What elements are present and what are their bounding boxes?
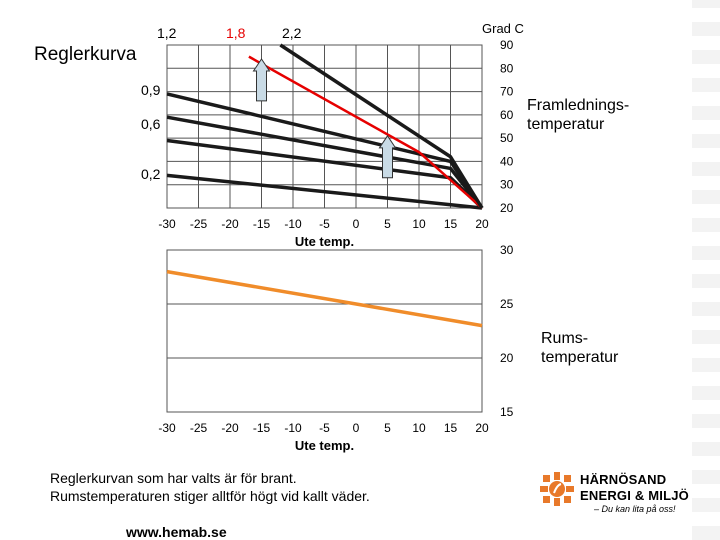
curve-label-1-2: 1,2 [157,25,177,41]
supply-temp-chart: 20 30 40 50 60 70 80 90 -30 -25 -20 -15 -10 -5 0 5 10 15 2… [158,38,513,249]
unit-label: Grad C [482,21,524,36]
y-tick-label: 15 [500,405,514,419]
x-tick-label: -25 [190,217,208,231]
x-tick-label: -30 [158,421,176,435]
up-arrow-icon [378,134,397,179]
curve-label-0-6: 0,6 [141,116,161,132]
x-tick-label: 0 [353,421,360,435]
heat-curve-0-2 [166,173,483,210]
x-tick-label: -5 [319,421,330,435]
y-tick-label: 50 [500,131,514,145]
y-tick-label: 80 [500,61,514,75]
x-tick-label: 20 [475,421,489,435]
x-tick-label: -10 [284,421,302,435]
y-tick-label: 30 [500,178,514,192]
y-tick-label: 40 [500,154,514,168]
x-tick-label: 10 [412,217,426,231]
x-tick-label: 20 [475,217,489,231]
y-tick-label: 90 [500,38,514,52]
x-tick-label: -25 [190,421,208,435]
x-axis-label: Ute temp. [295,438,354,453]
x-tick-label: 5 [384,217,391,231]
x-tick-label: 10 [412,421,426,435]
x-axis-label: Ute temp. [295,234,354,249]
logo-line-1: HÄRNÖSAND [580,472,667,487]
note-line-1: Reglerkurvan som har valts är för brant. [50,470,297,486]
slide-title: Reglerkurva [34,44,137,65]
room-temp-label: Rums- temperatur [541,330,619,366]
curve-label-2-2: 2,2 [282,25,302,41]
y-tick-label: 60 [500,108,514,122]
x-tick-label: 15 [444,217,458,231]
slide-edge-decoration [692,0,720,540]
x-tick-label: 5 [384,421,391,435]
room-temp-chart: 15 20 25 30 -30 -25 -20 -15 -10 -5 0 5 10 15 20 Ute tem… [158,243,513,453]
y-tick-label: 20 [500,201,514,215]
plot-area [166,249,483,413]
x-tick-label: -10 [284,217,302,231]
x-tick-label: 15 [444,421,458,435]
heat-curve-2-2 [279,43,484,209]
website-link[interactable]: www.hemab.se [126,524,227,540]
heat-curve-1-8 [248,55,483,209]
up-arrow-icon [252,58,271,102]
x-tick-label: -5 [319,217,330,231]
company-logo: HÄRNÖSAND ENERGI & MILJÖ – Du kan lita p… [540,470,710,518]
y-tick-label: 25 [500,297,514,311]
y-tick-label: 70 [500,85,514,99]
note-line-2: Rumstemperaturen stiger alltför högt vid… [50,488,370,504]
x-tick-label: -15 [253,217,271,231]
y-tick-label: 30 [500,243,514,257]
x-tick-label: -20 [221,217,239,231]
room-temp-line [166,269,483,328]
curve-label-0-9: 0,9 [141,82,161,98]
y-tick-label: 20 [500,351,514,365]
curve-label-1-8: 1,8 [226,25,246,41]
logo-line-2: ENERGI & MILJÖ [580,488,689,503]
x-tick-label: -15 [253,421,271,435]
supply-temp-label: Framlednings- temperatur [527,97,630,133]
x-tick-label: 0 [353,217,360,231]
curve-label-0-2: 0,2 [141,166,161,182]
logo-sun-icon [540,472,574,506]
x-tick-label: -30 [158,217,176,231]
x-tick-label: -20 [221,421,239,435]
logo-tagline: – Du kan lita på oss! [594,504,676,514]
